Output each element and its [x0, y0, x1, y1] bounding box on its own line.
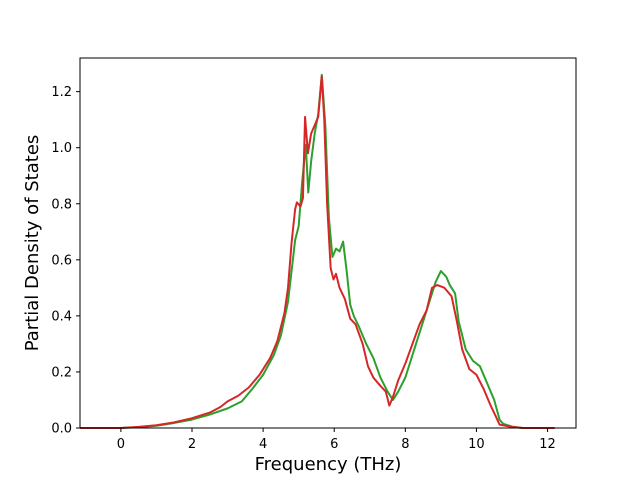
x-tick-label: 2	[188, 437, 196, 452]
x-tick-label: 0	[117, 437, 125, 452]
y-tick-label: 1.0	[51, 141, 72, 156]
y-axis-label: Partial Density of States	[22, 135, 43, 352]
y-tick-label: 0.6	[51, 253, 72, 268]
x-tick-label: 4	[259, 437, 267, 452]
series-line-1	[80, 73, 555, 429]
series-layer	[80, 73, 555, 429]
y-tick-label: 0.2	[51, 365, 72, 380]
series-line-2	[80, 75, 555, 429]
y-tick-label: 1.2	[51, 85, 72, 100]
y-tick-label: 0.4	[51, 309, 72, 324]
y-axis-ticks: 0.0 0.2 0.4 0.6 0.8 1.0 1.2	[51, 85, 80, 437]
x-axis-ticks: 0 2 4 6 8 10 12	[117, 428, 556, 452]
x-tick-label: 8	[401, 437, 409, 452]
plot-area-frame	[79, 57, 577, 429]
x-tick-label: 10	[468, 437, 485, 452]
y-tick-label: 0.8	[51, 197, 72, 212]
x-tick-label: 12	[539, 437, 556, 452]
y-tick-label: 0.0	[51, 422, 72, 437]
x-axis-label: Frequency (THz)	[255, 454, 402, 475]
x-tick-label: 6	[330, 437, 338, 452]
